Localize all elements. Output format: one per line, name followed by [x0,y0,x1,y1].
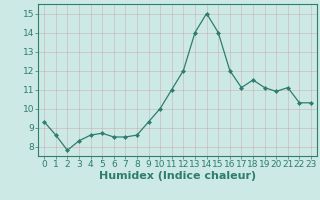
X-axis label: Humidex (Indice chaleur): Humidex (Indice chaleur) [99,171,256,181]
